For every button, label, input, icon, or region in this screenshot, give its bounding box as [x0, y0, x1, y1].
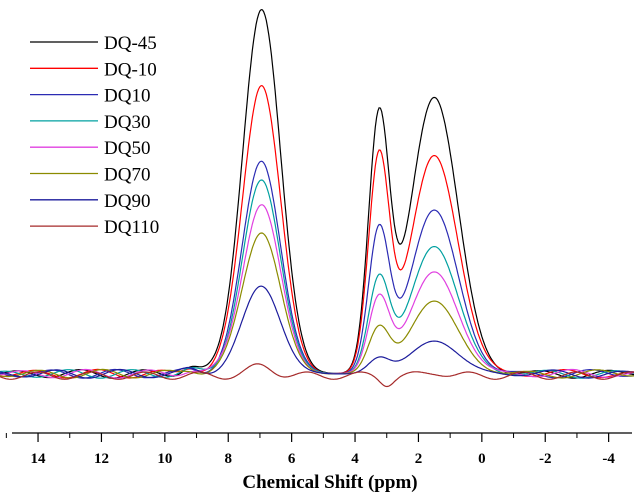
legend-label: DQ50 [104, 138, 150, 159]
spectrum-curves [0, 8, 634, 388]
legend-label: DQ-10 [104, 59, 157, 80]
series-line-dq10 [0, 84, 634, 379]
x-tick-label: 2 [415, 451, 423, 467]
x-tick-label: -2 [539, 451, 552, 467]
x-tick-label: 10 [157, 451, 172, 467]
series-line-dq110 [0, 363, 634, 388]
x-tick-label: 0 [478, 451, 486, 467]
x-tick-label: 6 [288, 451, 296, 467]
x-tick-label: -4 [602, 451, 615, 467]
x-tick-label: 4 [351, 451, 359, 467]
legend-label: DQ90 [104, 191, 150, 212]
legend-label: DQ30 [104, 112, 150, 133]
series-line-dq90 [0, 285, 634, 379]
legend-label: DQ110 [104, 217, 159, 238]
x-tick-label: 12 [94, 451, 109, 467]
x-tick-label: 14 [31, 451, 47, 467]
x-axis: 14 12 10 8 6 4 2 0 -2 -4 [5, 432, 632, 467]
x-axis-title: Chemical Shift (ppm) [242, 472, 417, 493]
series-line-dq10 [0, 160, 634, 379]
x-tick-label: 8 [224, 451, 232, 467]
x-axis-ticks: 14 12 10 8 6 4 2 0 -2 -4 [5, 433, 615, 467]
legend: DQ-45 DQ-10 DQ10 DQ30 DQ50 DQ70 DQ90 DQ110 [30, 33, 159, 238]
legend-label: DQ70 [104, 165, 150, 186]
legend-label: DQ10 [104, 86, 150, 107]
series-line-dq45 [0, 8, 634, 379]
legend-label: DQ-45 [104, 33, 157, 54]
series-line-dq30 [0, 179, 634, 379]
series-line-dq70 [0, 232, 634, 379]
series-line-dq50 [0, 204, 634, 379]
